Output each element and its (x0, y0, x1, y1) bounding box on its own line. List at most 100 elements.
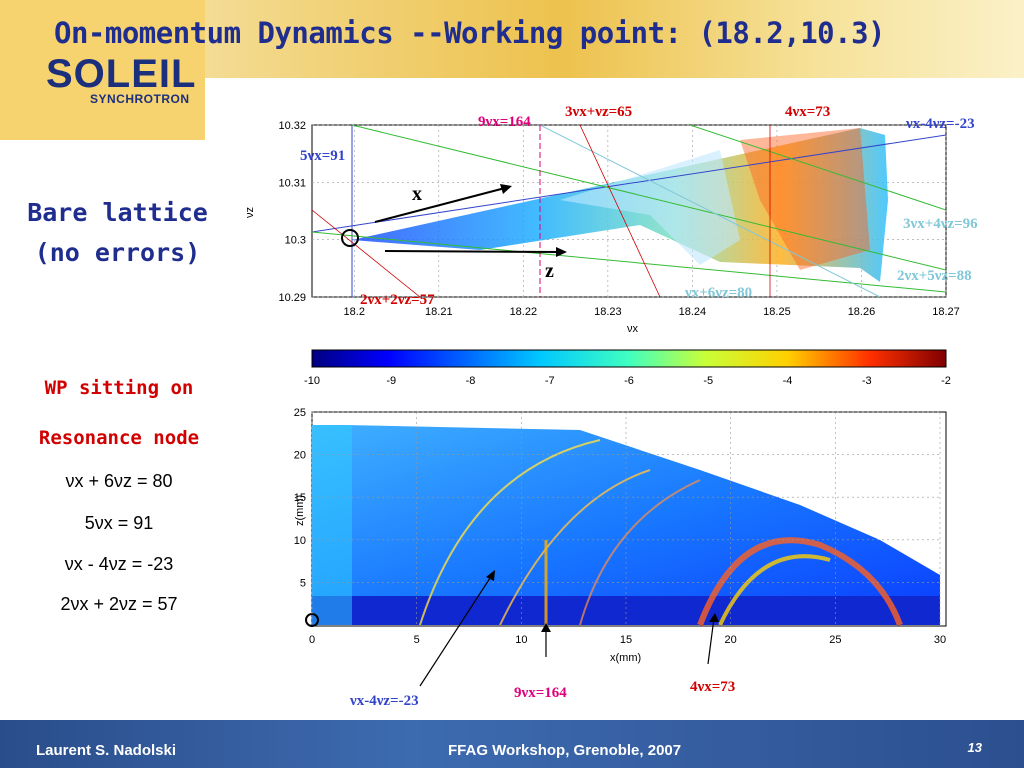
label-3nux-nuz: 3νx+νz=65 (565, 104, 632, 120)
wp-note-line2: Resonance node (38, 427, 200, 449)
resonance-arc (419, 439, 601, 626)
colorbar-tick-label: -7 (545, 375, 555, 387)
y-tick-label: 15 (294, 492, 306, 504)
resonance-arc (499, 469, 651, 626)
footer-bar (0, 720, 1024, 768)
bottom-grid (311, 411, 941, 625)
label-2nux-5nuz: 2νx+5νz=88 (897, 268, 972, 284)
resonance-line-green (351, 125, 946, 271)
colorbar-gradient (311, 349, 947, 368)
colorbar-tick-label: -5 (703, 375, 713, 387)
x-tick-label: 5 (414, 634, 420, 646)
page-number: 13 (967, 740, 982, 755)
resonance-arc (718, 554, 831, 626)
annotation-nux-4nuz: νx-4νz=-23 (349, 693, 419, 709)
footer-event: FFAG Workshop, Grenoble, 2007 (448, 742, 682, 759)
colorbar: -10 -9 -8 -7 -6 -5 -4 -3 -2 (304, 349, 951, 387)
z-arrow-label: z (545, 260, 554, 282)
annotation-9nux: 9νx=164 (514, 685, 567, 701)
colorbar-tick-label: -9 (386, 375, 396, 387)
x-tick-label: 18.24 (679, 306, 707, 318)
slide-title: On-momentum Dynamics --Working point: (1… (54, 16, 886, 50)
y-tick-label: 10.29 (278, 292, 306, 304)
resonance-arc-4nux (697, 537, 903, 626)
label-5nux: 5νx=91 (300, 148, 345, 164)
x-arrow (374, 187, 506, 223)
bottom-x-axis-label: x(mm) (610, 652, 641, 664)
colorbar-tick-label: -4 (783, 375, 793, 387)
label-4nux: 4νx=73 (785, 104, 830, 120)
annotation-arrow (707, 617, 715, 665)
sidebar-heading-line2: (no errors) (34, 238, 201, 267)
x-tick-label: 10 (515, 634, 527, 646)
frequency-map-plot: x z 18.2 18.21 18.22 18.23 18.24 18.25 18.26 18… (244, 104, 978, 335)
top-x-ticks: 18.2 18.21 18.22 18.23 18.24 18.25 18.26 18.27 (344, 306, 960, 318)
x-arrowhead (500, 184, 512, 194)
colorbar-tick-label: -10 (304, 375, 320, 387)
y-tick-label: 10 (294, 535, 306, 547)
colorbar-tick-label: -6 (624, 375, 634, 387)
x-tick-label: 18.27 (932, 306, 960, 318)
bottom-y-ticks: 5 10 15 20 25 (294, 407, 306, 589)
bottom-x-ticks: 0 5 10 15 20 25 30 (309, 634, 946, 646)
footer-author: Laurent S. Nadolski (36, 742, 177, 759)
resonance-arc (579, 479, 701, 626)
resonance-line-cyan (539, 125, 881, 297)
figure-canvas: x z 18.2 18.21 18.22 18.23 18.24 18.25 18.26 18… (244, 104, 978, 709)
annotation-4nux: 4νx=73 (690, 679, 735, 695)
x-tick-label: 30 (934, 634, 946, 646)
colorbar-tick-label: -8 (466, 375, 476, 387)
footprint-hot-zone (740, 128, 870, 270)
wp-note-line1: WP sitting on (44, 377, 194, 399)
logo-subtitle: SYNCHROTRON (90, 92, 190, 106)
bottom-y-axis-label: z(mm) (294, 495, 306, 526)
resonance-line-red (312, 209, 421, 297)
diffusion-map-plot: 0 5 10 15 20 25 30 5 10 15 20 25 x(mm) z(mm) νx-4ν… (294, 407, 947, 709)
label-3nux-4nuz: 3νx+4νz=96 (903, 216, 978, 232)
diffusion-map-area (312, 425, 940, 625)
annotation-arrowhead (541, 623, 551, 632)
annotation-arrowhead (709, 613, 719, 622)
label-2nux-2nuz: 2νx+2νz=57 (360, 292, 435, 308)
y-tick-label: 10.31 (278, 177, 306, 189)
y-tick-label: 10.3 (285, 235, 306, 247)
sidebar-heading-line1: Bare lattice (27, 198, 208, 227)
y-tick-label: 20 (294, 450, 306, 462)
resonance-item: 2νx + 2νz = 57 (60, 594, 178, 614)
x-tick-label: 15 (620, 634, 632, 646)
z-arrow (384, 250, 561, 253)
resonance-item: νx + 6νz = 80 (65, 471, 173, 491)
label-9nux: 9νx=164 (478, 114, 531, 130)
low-amplitude-band (312, 596, 940, 625)
x-tick-label: 18.2 (344, 306, 365, 318)
x-tick-label: 18.22 (510, 306, 538, 318)
x-tick-label: 25 (829, 634, 841, 646)
resonance-line-green (689, 125, 946, 211)
colorbar-tick-label: -2 (941, 375, 951, 387)
resonance-item: 5νx = 91 (84, 513, 154, 533)
x-arrow-label: x (412, 183, 422, 205)
label-nux-6nuz: νx+6νz=80 (684, 285, 752, 301)
annotation-arrowhead (486, 570, 495, 581)
colorbar-tick-label: -3 (862, 375, 872, 387)
resonance-item: νx - 4νz = -23 (64, 554, 174, 574)
x-tick-label: 18.23 (594, 306, 622, 318)
soleil-logo: SOLEIL (46, 52, 197, 96)
resonance-line-blue (312, 134, 946, 233)
resonance-line-green (312, 231, 946, 293)
annotation-arrow (419, 574, 493, 687)
x-tick-label: 18.21 (425, 306, 453, 318)
left-edge-band (312, 425, 352, 625)
z-arrowhead (556, 247, 567, 257)
top-y-ticks: 10.29 10.3 10.31 10.32 (278, 120, 306, 304)
label-nux-4nuz: νx-4νz=-23 (905, 116, 975, 132)
top-y-axis-label: νz (244, 207, 256, 218)
y-tick-label: 25 (294, 407, 306, 419)
footprint-core (560, 150, 740, 265)
resonance-line-red (579, 125, 661, 297)
x-tick-label: 18.25 (763, 306, 791, 318)
working-point-marker (341, 229, 359, 247)
x-tick-label: 20 (725, 634, 737, 646)
colorbar-ticks: -10 -9 -8 -7 -6 -5 -4 -3 -2 (304, 375, 951, 387)
x-tick-label: 18.26 (848, 306, 876, 318)
